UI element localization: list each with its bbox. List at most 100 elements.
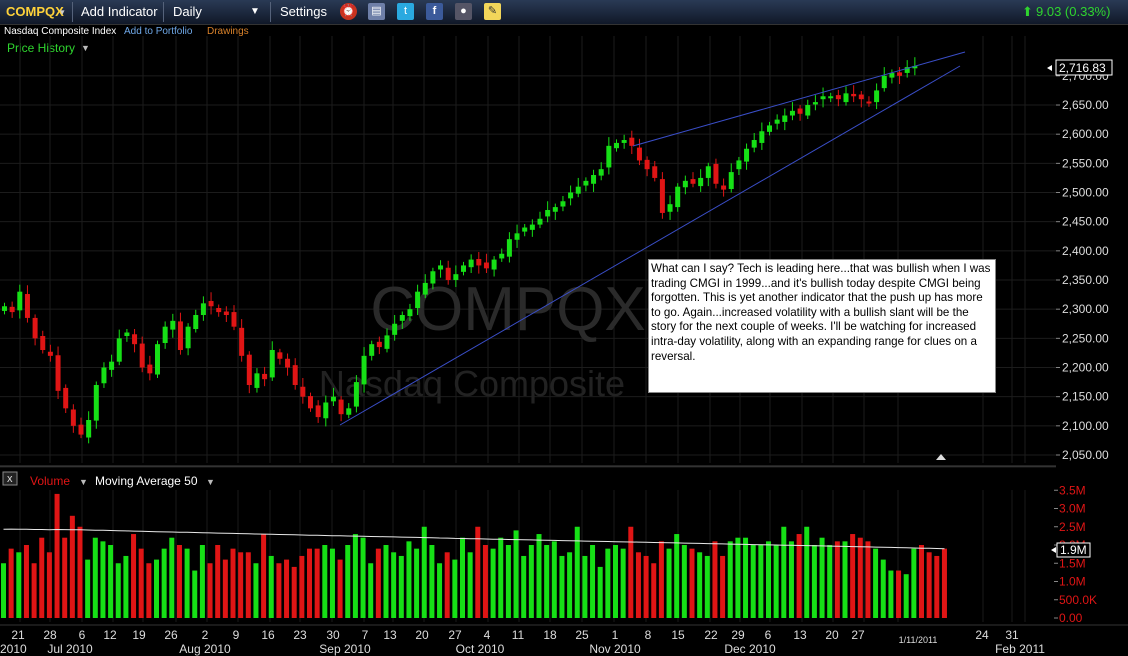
volume-bar: [444, 552, 450, 618]
candle-body: [9, 306, 15, 313]
moving-average-label[interactable]: Moving Average 50: [95, 474, 198, 488]
volume-bar: [842, 541, 848, 618]
alarm-clock-icon[interactable]: ⏰: [340, 3, 357, 20]
candle-body: [78, 424, 84, 435]
candle-body: [767, 125, 772, 132]
volume-bar: [69, 515, 75, 618]
chevron-down-icon[interactable]: ▼: [81, 43, 90, 53]
annotation-note[interactable]: What can I say? Tech is leading here...t…: [648, 259, 996, 393]
add-to-portfolio-link[interactable]: Add to Portfolio: [124, 26, 193, 37]
volume-bar: [758, 545, 764, 618]
day-tick-label: 19: [132, 628, 146, 642]
period-select[interactable]: Daily: [173, 4, 202, 19]
symbol-dropdown-icon[interactable]: ▾: [60, 7, 65, 17]
volume-bar: [666, 548, 672, 618]
candle-body: [851, 93, 857, 97]
month-tick-label: Oct 2010: [456, 642, 505, 656]
close-icon[interactable]: x: [7, 473, 13, 485]
price-tick-label: 2,250.00: [1062, 331, 1109, 345]
candle-body: [285, 358, 291, 368]
volume-tick-label: 1.0M: [1059, 575, 1086, 589]
volume-bar: [781, 526, 787, 618]
volume-bar: [911, 548, 917, 618]
group-icon[interactable]: ●: [455, 3, 472, 20]
day-tick-label: 7: [362, 628, 369, 642]
candle-body: [744, 148, 750, 162]
candle-body: [139, 343, 145, 368]
candle-body: [621, 140, 627, 143]
collapse-triangle-icon[interactable]: [936, 454, 946, 460]
day-tick-label: 29: [731, 628, 745, 642]
volume-bar: [62, 537, 68, 618]
volume-bar: [720, 555, 726, 618]
last-price-tag: 2,716.83: [1047, 59, 1113, 76]
volume-bar: [865, 541, 871, 618]
volume-bar: [352, 534, 358, 618]
volume-bar: [1, 563, 6, 618]
last-volume-box: [1056, 542, 1091, 558]
candle-body: [552, 207, 558, 212]
candle-body: [713, 163, 719, 184]
volume-bar: [620, 548, 626, 618]
candle-body: [300, 386, 306, 397]
chevron-down-icon[interactable]: ▼: [79, 477, 88, 487]
candle-body: [185, 326, 191, 349]
volume-tick-label: 0.00: [1059, 611, 1083, 625]
drawings-link[interactable]: Drawings: [207, 26, 249, 37]
volume-bar: [414, 548, 420, 618]
settings-button[interactable]: Settings: [280, 4, 327, 19]
volume-bar: [467, 552, 473, 618]
day-tick-label: 11: [512, 628, 525, 642]
day-tick-label: 2: [202, 628, 209, 642]
last-price-box: [1055, 59, 1113, 76]
close-panel-button[interactable]: [2, 471, 18, 486]
upper-trendline[interactable]: [632, 51, 966, 147]
twitter-icon[interactable]: t: [397, 3, 414, 20]
candle-body: [2, 306, 7, 311]
volume-bar: [827, 545, 833, 618]
layers-icon[interactable]: ▤: [368, 3, 385, 20]
price-axis: 2,050.00 2,100.00 2,150.00 2,200.00 2,250.00…: [1056, 69, 1109, 462]
volume-bar: [850, 534, 856, 618]
candle-body: [644, 159, 650, 170]
volume-bar: [766, 541, 771, 618]
day-tick-label: 16: [261, 628, 275, 642]
facebook-icon[interactable]: f: [426, 3, 443, 20]
volume-bar: [498, 537, 504, 618]
note-icon[interactable]: ✎: [484, 3, 501, 20]
chevron-down-icon[interactable]: ▼: [206, 477, 215, 487]
volume-bar: [138, 548, 144, 618]
day-tick-label: 20: [415, 628, 429, 642]
candle-body: [789, 110, 795, 116]
candle-body: [162, 326, 168, 344]
volume-bar: [360, 537, 366, 618]
price-tick-label: 2,300.00: [1062, 302, 1109, 316]
candle-body: [591, 175, 597, 184]
volume-tick-label: 3.5M: [1059, 483, 1086, 497]
day-tick-label: 23: [293, 628, 307, 642]
chevron-down-icon[interactable]: ▼: [250, 6, 260, 17]
volume-bar: [146, 563, 152, 618]
candle-body: [392, 323, 398, 335]
volume-bar: [192, 570, 198, 618]
volume-bar: [345, 545, 351, 618]
lower-trendline[interactable]: [339, 65, 961, 426]
volume-bar: [123, 555, 129, 618]
volume-bar: [903, 574, 909, 618]
volume-bar: [605, 548, 611, 618]
candle-body: [24, 294, 30, 318]
symbol-label[interactable]: COMPQX: [6, 4, 64, 19]
candle-body: [170, 320, 176, 330]
volume-bar: [613, 545, 618, 618]
volume-bar: [712, 541, 718, 618]
volume-bar: [39, 537, 45, 618]
volume-bar: [322, 545, 328, 618]
volume-bar: [582, 555, 588, 618]
candle-body: [70, 409, 76, 426]
candle-body: [109, 361, 115, 370]
volume-bar: [215, 545, 221, 618]
candle-body: [537, 218, 543, 225]
price-history-menu[interactable]: Price History: [7, 41, 76, 55]
add-indicator-button[interactable]: Add Indicator: [81, 4, 158, 19]
